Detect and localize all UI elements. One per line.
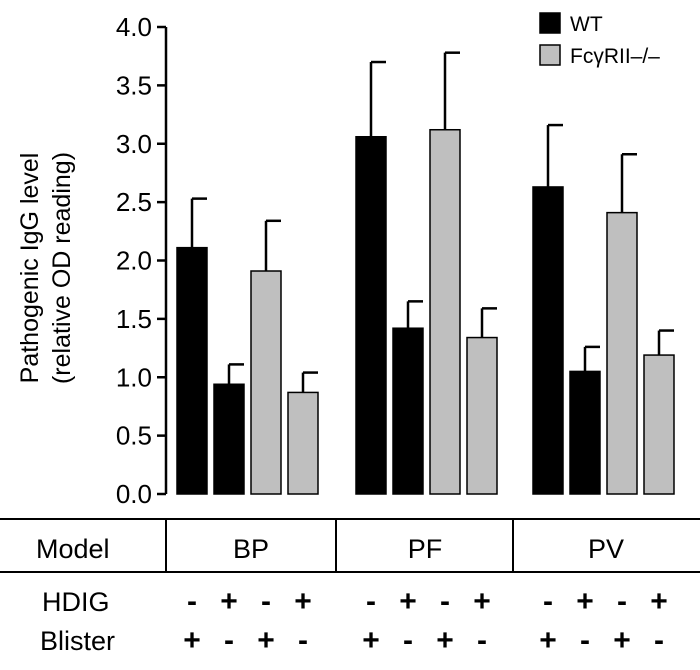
bar [643,354,675,495]
y-axis-label: Pathogenic IgG level (relative OD reading… [16,152,76,384]
hdig-sign: + [650,585,668,618]
bar [569,370,601,495]
blister-sign: - [654,624,664,657]
legend-label: FcγRII–/– [570,45,660,68]
bar [213,383,245,495]
y-tick-label: 2.0 [116,246,152,276]
blister-sign: + [362,624,380,657]
hdig-sign: + [576,585,594,618]
bar [429,128,461,495]
hdig-sign: - [261,585,271,618]
blister-sign: - [224,624,234,657]
model-label: PV [588,534,624,564]
y-axis-label-line: (relative OD reading) [48,152,76,384]
blister-sign: - [298,624,308,657]
y-tick-label: 0.0 [116,479,152,509]
blister-sign: + [436,624,454,657]
hdig-sign: - [187,585,197,618]
model-label: BP [233,534,269,564]
blister-sign: - [580,624,590,657]
bars [176,51,675,495]
hdig-sign: - [617,585,627,618]
bar [176,246,208,495]
bar [355,135,387,495]
y-tick-label: 3.0 [116,129,152,159]
legend-label: WT [570,13,603,36]
legend-swatch [539,12,561,34]
y-tick-label: 0.5 [116,421,152,451]
hdig-sign: + [220,585,238,618]
bar [606,211,638,495]
blister-sign: + [257,624,275,657]
hdig-sign: - [440,585,450,618]
hdig-sign: + [399,585,417,618]
hdig-sign: + [294,585,312,618]
table-row-label: Model [36,534,110,564]
blister-sign: + [539,624,557,657]
table-row-label: HDIG [42,587,110,617]
y-tick-label: 3.5 [116,70,152,100]
bar [466,336,498,495]
blister-sign: - [477,624,487,657]
bar [532,186,564,495]
bar [287,391,319,495]
y-axis: 0.0 0.5 1.0 1.5 2.0 2.5 3.0 3.5 4.0 [116,12,168,509]
table-row-label: Blister [40,626,115,656]
y-tick-label: 4.0 [116,12,152,42]
legend: WT FcγRII–/– [539,12,660,68]
hdig-sign: - [366,585,376,618]
bar [250,270,282,495]
blister-sign: - [403,624,413,657]
model-label: PF [408,534,443,564]
blister-sign: + [613,624,631,657]
legend-swatch [539,44,561,66]
hdig-sign: + [473,585,491,618]
bar [392,327,424,495]
hdig-sign: - [543,585,553,618]
y-tick-label: 1.5 [116,304,152,334]
y-tick-label: 1.0 [116,362,152,392]
blister-sign: + [183,624,201,657]
y-axis-label-line: Pathogenic IgG level [16,153,44,384]
y-tick-label: 2.5 [116,187,152,217]
